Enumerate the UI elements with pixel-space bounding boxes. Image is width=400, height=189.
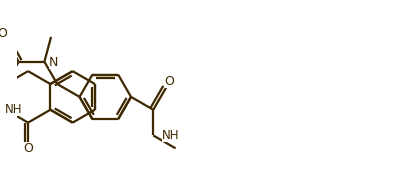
- Text: N: N: [49, 56, 58, 69]
- Text: O: O: [0, 27, 7, 40]
- Text: NH: NH: [5, 103, 22, 116]
- Text: O: O: [23, 142, 33, 155]
- Text: O: O: [164, 75, 174, 88]
- Text: NH: NH: [162, 129, 179, 142]
